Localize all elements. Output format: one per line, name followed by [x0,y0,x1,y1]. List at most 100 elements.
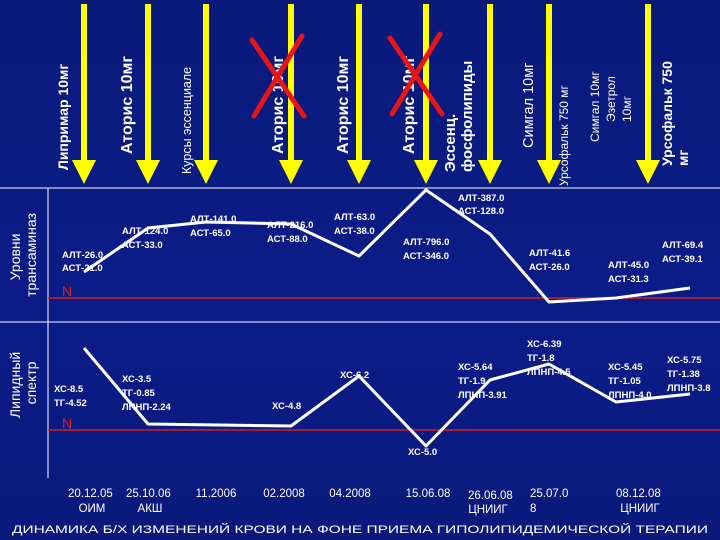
lipid-value-line: ТГ-1.05 [608,376,642,387]
transaminase-value-label: АЛТ-26.0 АСТ-21.0 [62,250,106,274]
lipid-value-line: ХС-5.64 [458,362,493,373]
drug-label-ursofalk-1: Урсофальк 750 мг [557,84,571,186]
drug-label-essentiale: Курсы эссенциале [180,67,194,174]
lipid-value-label: ХС-5.64 ТГ-1.9 ЛПНП-3.91 [458,362,508,401]
transaminase-value-line: АСТ-39.1 [662,254,703,265]
footer-caption: ДИНАМИКА Б/Х ИЗМЕНЕНИЙ КРОВИ НА ФОНЕ ПРИ… [12,523,708,536]
drug-label-simgal-ezetrol-line-1: Симгал 10мг [588,71,602,142]
side-label-transaminases: Уровни трансаминаз [7,213,39,297]
transaminase-value-label: АЛТ-41.6 АСТ-26.0 [529,248,573,273]
date-label: 15.06.08 [406,488,451,500]
lipid-value-line: ТГ-1.8 [527,353,555,364]
drug-label-liprimar-line-1: Липримар 10мг [55,64,71,170]
transaminase-value-line: АЛТ-216.0 [267,220,313,231]
date-label: 02.2008 [263,488,305,500]
lipid-value-line: ХС-5.75 [667,355,702,366]
transaminase-value-line: АСТ-38.0 [334,226,375,237]
transaminase-value-line: АЛТ-45.0 [608,260,649,271]
date-label: 08.12.08 ЦНИИГ [616,488,664,515]
date-label: 20.12.05 ОИМ [68,488,116,515]
transaminase-value-label: АЛТ-387.0 АСТ-128.0 [458,193,507,217]
date-label-line: 08.12.08 [616,488,661,500]
lipid-value-label: ХС-3.5 ТГ-0.85 ЛПНП-2.24 [122,374,172,413]
lipid-value-label: ХС-8.5 ТГ-4.52 [54,384,87,409]
date-label-line: 8 [530,503,536,515]
transaminase-value-line: АСТ-26.0 [529,262,570,273]
lipid-value-line: ХС-6.2 [340,370,369,381]
transaminase-value-label: АЛТ-216.0 АСТ-88.0 [267,220,316,245]
transaminase-value-line: АЛТ-69.4 [662,240,704,251]
drug-label-essentiale-line-1: Курсы эссенциале [180,67,194,174]
transaminase-value-line: АСТ-21.0 [62,263,103,274]
side-label-lipid-line-1: Липидный [7,352,23,418]
transaminase-value-line: АЛТ-387.0 [458,193,504,204]
cancel-cross-1 [249,33,307,119]
date-label-line: 04.2008 [329,488,371,500]
lipid-value-label: ХС-4.8 [272,401,301,412]
drug-label-ursofalk-2-line-2: мг [675,150,691,166]
lipid-value-line: ЛПНП-3.8 [667,383,711,394]
lipid-value-label: ХС-5.75 ТГ-1.38 ЛПНП-3.8 [667,355,711,394]
lipid-value-line: ЛПНП-3.91 [458,390,508,401]
date-label-line: ОИМ [79,503,106,515]
transaminase-value-line: АСТ-88.0 [267,234,308,245]
lipid-value-line: ТГ-4.52 [54,398,87,409]
transaminase-value-line: АЛТ-26.0 [62,250,103,261]
drug-label-phospholipids-line-1: Эссенц. [442,114,459,172]
drug-label-phospholipids: Эссенц. фосфолипиды [442,61,476,172]
drug-label-atoris-1: Аторис 10мг [119,56,136,154]
side-label-transaminases-line-1: Уровни [7,234,23,281]
drug-label-simgal-1-line-1: Симгал 10мг [521,63,537,148]
transaminase-value-label: АЛТ-141.0 АСТ-65.0 [190,214,239,239]
date-label-line: 20.12.05 [68,488,113,500]
transaminase-value-line: АСТ-31.3 [608,274,649,285]
date-label-line: 11.2006 [196,488,237,500]
drug-label-atoris-3-line-1: Аторис 10мг [335,56,352,154]
drug-label-ursofalk-1-line-1: Урсофальк 750 мг [557,84,571,186]
cancel-cross-1-stroke-b [251,33,305,119]
drug-label-ursofalk-2-line-1: Урсофальк 750 [659,61,675,166]
drug-label-ursofalk-2: Урсофальк 750 мг [659,57,691,166]
date-label-line: ЦНИИГ [468,504,508,516]
transaminase-value-line: АСТ-128.0 [458,206,504,217]
lipid-value-line: ХС-8.5 [54,384,84,395]
lipid-value-label: ХС-5.0 [408,447,437,458]
lipid-trend-line [82,347,691,448]
date-label: 25.07.0 8 [530,488,572,515]
transaminase-value-line: АЛТ-41.6 [529,248,570,259]
transaminase-value-line: АЛТ-63.0 [334,212,375,223]
date-label: 04.2008 [329,488,371,500]
lipid-value-line: ЛПНП-2.24 [122,402,172,413]
cancel-cross-2 [387,31,445,117]
transaminase-value-line: АЛТ-141.0 [190,214,236,225]
drug-label-simgal-ezetrol: Симгал 10мг Эзетрол 10мг [588,68,634,142]
transaminase-value-line: АЛТ-796.0 [403,237,449,248]
date-label: 26.06.08 ЦНИИГ [468,490,516,516]
date-label-line: 02.2008 [263,488,305,500]
transaminase-value-label: АЛТ-63.0 АСТ-38.0 [334,212,378,237]
transaminase-value-label: АЛТ-796.0 АСТ-346.0 [403,237,452,262]
date-label: 25.10.06 АКШ [126,488,174,515]
lipid-value-line: ХС-5.45 [608,362,643,373]
date-label: 11.2006 [196,488,237,500]
drug-label-simgal-1: Симгал 10мг [521,63,537,148]
cancel-cross-2-stroke-b [389,31,443,117]
date-label-line: 26.06.08 [468,490,513,502]
drug-label-liprimar: Липримар 10мг [55,64,71,170]
drug-label-phospholipids-line-2: фосфолипиды [459,61,476,172]
lipid-value-label: ХС-5.45 ТГ-1.05 ЛПНП-4.0 [608,362,652,401]
lipid-value-line: ТГ-0.85 [122,388,156,399]
side-label-lipid: Липидный спектр [7,348,39,418]
transaminase-value-line: АСТ-65.0 [190,228,231,239]
side-label-lipid-line-2: спектр [23,361,39,404]
date-label-line: 15.06.08 [406,488,451,500]
transaminase-value-line: АСТ-33.0 [122,240,163,251]
drug-label-atoris-1-line-1: Аторис 10мг [119,56,136,154]
date-label-line: 25.07.0 [530,488,568,500]
date-label-line: 25.10.06 [126,488,171,500]
lipid-value-line: ХС-3.5 [122,374,152,385]
lipid-value-label: ХС-6.39 ТГ-1.8 ЛПНП-4.5 [527,339,571,378]
lipid-value-line: ХС-6.39 [527,339,562,350]
lipid-value-line: ХС-4.8 [272,401,301,412]
